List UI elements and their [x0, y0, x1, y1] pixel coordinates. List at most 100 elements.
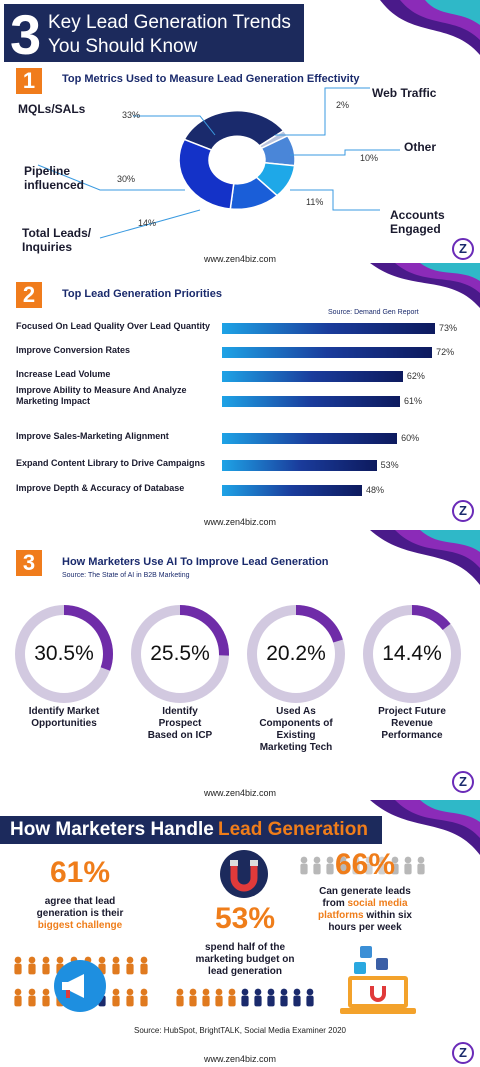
person-icon-body: [339, 863, 347, 875]
person-icon-head: [241, 988, 249, 996]
person-icon-head: [339, 856, 347, 864]
metrics-donut-chart: [37, 87, 400, 239]
person-icon-body: [306, 995, 314, 1007]
label-mqls: MQLs/SALs: [18, 102, 86, 116]
laptop-social-icon: [340, 946, 416, 1014]
stat3-text: Can generate leads from social media pla…: [300, 886, 430, 934]
person-icon-head: [140, 988, 148, 996]
facebook-icon: [376, 958, 388, 970]
person-icon-head: [112, 988, 120, 996]
person-icon-head: [189, 988, 197, 996]
ring-value: 30.5%: [34, 642, 94, 665]
ring-label-line: Prospect: [158, 718, 202, 729]
label-web-traffic: Web Traffic: [372, 86, 437, 100]
ring-fill: [131, 605, 229, 703]
stat3-line3a: platforms: [318, 910, 364, 921]
ring-label-line: Marketing Tech: [259, 742, 333, 753]
pct-accounts: 11%: [306, 197, 324, 207]
person-icon-body: [293, 995, 301, 1007]
person-icon-body: [326, 863, 334, 875]
pct-web: 2%: [336, 100, 350, 110]
stat1-line2: generation is their: [36, 908, 124, 919]
label-accounts-2: Engaged: [390, 222, 441, 236]
person-icon-head: [365, 856, 373, 864]
person-icon-head: [267, 988, 275, 996]
header-title-line2: You Should Know: [48, 36, 198, 57]
person-icon-head: [42, 988, 50, 996]
stat1-text: agree that lead generation is their bigg…: [20, 896, 140, 932]
person-icon-head: [404, 856, 412, 864]
decorative-swoosh-2: [370, 263, 480, 308]
person-icon-head: [140, 956, 148, 964]
people-crowd-icon: [14, 956, 148, 1012]
stat1-line3: biggest challenge: [37, 920, 123, 931]
section1-number: 1: [16, 68, 42, 94]
decorative-swoosh-3: [370, 530, 480, 585]
section3-title: How Marketers Use AI To Improve Lead Gen…: [62, 556, 329, 568]
donut-slice-mqls: [183, 110, 285, 152]
bar-value-label: 61%: [403, 396, 422, 406]
stat3-line2a: from: [322, 898, 348, 909]
person-icon-body: [378, 863, 386, 875]
header-banner: 3 Key Lead Generation Trends You Should …: [4, 3, 304, 66]
person-icon-body: [215, 995, 223, 1007]
person-icon-body: [352, 863, 360, 875]
person-icon-body: [417, 863, 425, 875]
person-icon-body: [14, 963, 22, 975]
ring-chart: [363, 605, 461, 703]
leader-lines: [37, 87, 400, 239]
ring-fill: [247, 605, 345, 703]
stat2-text: spend half of the marketing budget on le…: [180, 942, 310, 978]
person-icon-body: [112, 995, 120, 1007]
bar-value-label: 73%: [439, 323, 458, 333]
person-icon-body: [28, 963, 36, 975]
person-icon-head: [326, 856, 334, 864]
person-icon-body: [126, 995, 134, 1007]
stat3-line2b: social media: [347, 898, 408, 909]
section4-banner: How Marketers Handle Lead Generation: [0, 816, 382, 844]
person-icon-head: [202, 988, 210, 996]
section3-source: Source: The State of AI in B2B Marketing: [62, 572, 190, 579]
ring-value: 20.2%: [266, 642, 326, 665]
bar-value-label: 62%: [406, 371, 425, 381]
person-icon-body: [202, 995, 210, 1007]
header-number: 3: [10, 3, 42, 66]
bar: [222, 433, 398, 444]
bar-label: Improve Depth & Accuracy of Database: [16, 483, 185, 493]
bar-label: Improve Sales-Marketing Alignment: [16, 431, 169, 441]
bar: [222, 347, 433, 358]
grey-people-icon: [300, 856, 425, 875]
bar-value-label: 60%: [401, 433, 420, 443]
section2-website: www.zen4biz.com: [203, 517, 277, 527]
person-icon-body: [254, 995, 262, 1007]
ring-label-line: Components of: [259, 718, 333, 729]
person-icon-body: [241, 995, 249, 1007]
ring-label-line: Used As: [276, 706, 316, 717]
person-icon-head: [28, 988, 36, 996]
ring-chart: [15, 605, 113, 703]
person-icon-body: [42, 995, 50, 1007]
ring-label-line: Existing: [276, 730, 316, 741]
stat2-line2: marketing budget on: [195, 954, 295, 965]
stat2-value: 53%: [214, 902, 276, 935]
person-icon-head: [176, 988, 184, 996]
stat1-value: 61%: [49, 856, 111, 889]
person-icon-body: [14, 995, 22, 1007]
section2-source: Source: Demand Gen Report: [328, 309, 419, 316]
ring-label: Identify Market Opportunities: [14, 706, 114, 730]
person-icon-body: [391, 863, 399, 875]
person-icon-body: [176, 995, 184, 1007]
ring-label-line: Project Future: [378, 706, 446, 717]
person-icon-head: [126, 956, 134, 964]
person-icon-body: [280, 995, 288, 1007]
bar-label: Expand Content Library to Drive Campaign…: [16, 458, 206, 468]
person-icon-head: [254, 988, 262, 996]
pct-pipeline: 30%: [117, 174, 136, 184]
person-icon-body: [267, 995, 275, 1007]
person-icon-body: [404, 863, 412, 875]
label-pipeline-1: Pipeline: [24, 164, 71, 178]
label-other: Other: [404, 140, 437, 154]
ring-label-line: Revenue: [391, 718, 433, 729]
person-icon-head: [293, 988, 301, 996]
person-icon-head: [228, 988, 236, 996]
